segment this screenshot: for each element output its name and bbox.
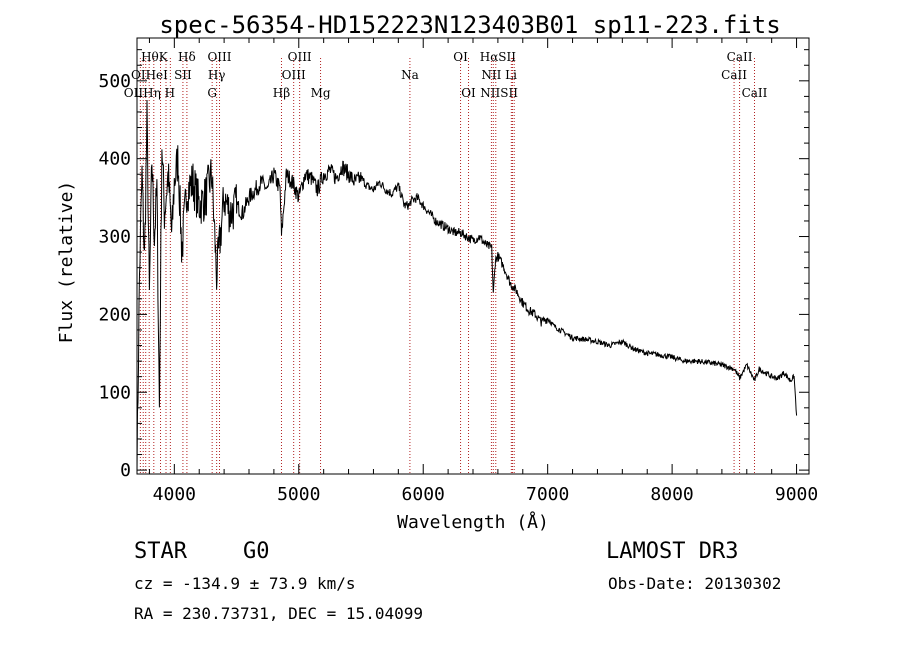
plot-frame bbox=[136, 37, 810, 475]
redshift-velocity: cz = -134.9 ± 73.9 km/s bbox=[134, 574, 356, 593]
x-tick-label: 6000 bbox=[402, 484, 445, 505]
y-tick-label: 100 bbox=[98, 382, 131, 403]
spectral-line-label: NII Li bbox=[481, 68, 517, 82]
object-subclass: G0 bbox=[243, 539, 270, 564]
x-axis-ticks: 4000 5000 6000 7000 8000 9000 bbox=[148, 38, 818, 505]
y-axis-label: Flux (relative) bbox=[56, 181, 77, 344]
x-tick-label: 4000 bbox=[153, 484, 196, 505]
y-tick-label: 300 bbox=[98, 227, 131, 248]
spectral-line-label: CaII bbox=[742, 86, 768, 100]
spectral-line-label: OIII bbox=[207, 50, 231, 64]
spectral-line-label: NIISII bbox=[480, 86, 518, 100]
y-tick-label: 0 bbox=[120, 460, 131, 481]
survey-name: LAMOST DR3 bbox=[606, 539, 739, 564]
spectral-line-label: OI bbox=[461, 86, 476, 100]
spectral-line-label: CaII bbox=[727, 50, 753, 64]
x-tick-label: 9000 bbox=[775, 484, 818, 505]
spectral-line-label: OIII bbox=[282, 68, 306, 82]
observation-date: Obs-Date: 20130302 bbox=[608, 574, 782, 593]
x-tick-label: 8000 bbox=[650, 484, 693, 505]
spectral-line-markers bbox=[139, 58, 755, 474]
spectral-line-label: SII bbox=[174, 68, 192, 82]
spectrum-line bbox=[136, 99, 798, 474]
spectral-line-label: Mg bbox=[311, 86, 331, 100]
y-axis-ticks: 0 100 200 300 400 500 bbox=[98, 49, 809, 481]
spectral-line-label: OIII bbox=[288, 50, 312, 64]
chart-title: spec-56354-HD152223N123403B01_sp11-223.f… bbox=[159, 11, 780, 39]
spectral-line-label: HαSII bbox=[480, 50, 517, 64]
object-class: STAR bbox=[134, 539, 187, 564]
x-tick-label: 7000 bbox=[526, 484, 569, 505]
spectral-line-label: HθK bbox=[141, 50, 169, 64]
spectral-line-label: Hδ bbox=[178, 50, 196, 64]
spectral-line-label: OIHeI bbox=[131, 68, 168, 82]
spectral-line-label: Hγ bbox=[208, 68, 226, 82]
x-tick-label: 5000 bbox=[277, 484, 320, 505]
spectrum-chart: spec-56354-HD152223N123403B01_sp11-223.f… bbox=[56, 11, 818, 533]
y-tick-label: 200 bbox=[98, 304, 131, 325]
coordinates: RA = 230.73731, DEC = 15.04099 bbox=[134, 604, 423, 623]
y-tick-label: 400 bbox=[98, 149, 131, 170]
spectral-line-label: Hβ bbox=[273, 86, 290, 100]
spectral-line-label: OI bbox=[453, 50, 468, 64]
spectral-line-label: OIIHη H bbox=[124, 86, 175, 100]
spectral-line-label: Na bbox=[401, 68, 419, 82]
x-axis-label: Wavelength (Å) bbox=[397, 511, 549, 533]
spectral-line-label: G bbox=[207, 86, 217, 100]
spectral-line-label: CaII bbox=[721, 68, 747, 82]
y-tick-label: 500 bbox=[98, 71, 131, 92]
spectral-line-labels: HθK Hδ OIII OIII OI HαSII CaII OIHeI SII Hγ OIII Na… bbox=[124, 50, 768, 100]
